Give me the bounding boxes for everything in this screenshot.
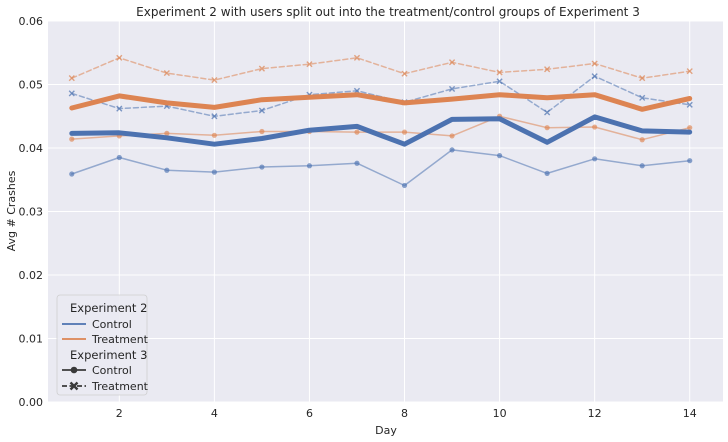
series-treatment-all (69, 92, 693, 112)
y-tick-label: 0.00 (19, 396, 44, 409)
data-point (449, 133, 455, 139)
data-point (544, 170, 550, 176)
data-point (116, 54, 123, 61)
series-line (71, 115, 691, 141)
data-point (259, 164, 265, 170)
data-point (211, 113, 218, 120)
y-tick-label: 0.02 (19, 269, 44, 282)
legend-label-exp2-control: Control (92, 318, 132, 331)
legend-title-exp2: Experiment 2 (70, 301, 147, 315)
x-tick-label: 10 (493, 407, 507, 420)
data-point (544, 109, 551, 116)
data-point (401, 129, 408, 135)
x-tick-label: 6 (306, 407, 313, 420)
data-point (68, 75, 75, 82)
y-tick-label: 0.03 (19, 206, 44, 219)
data-point (496, 69, 503, 76)
y-tick-label: 0.06 (19, 15, 44, 28)
data-point (354, 160, 360, 166)
legend-label-exp3-control: Control (92, 364, 132, 377)
series-control-control (69, 147, 693, 189)
legend-marker-exp3-treatment (69, 381, 79, 391)
data-point (592, 124, 598, 130)
x-tick-labels: 2 4 6 8 10 12 14 (116, 407, 697, 420)
x-tick-label: 2 (116, 407, 123, 420)
data-point (401, 70, 408, 77)
data-point (592, 156, 598, 162)
chart-title: Experiment 2 with users split out into t… (136, 5, 640, 19)
data-point (306, 61, 313, 68)
data-point (258, 107, 266, 114)
data-point (639, 163, 645, 169)
grid (48, 20, 723, 403)
data-point (591, 73, 598, 80)
data-point (449, 147, 455, 153)
data-point (258, 65, 266, 72)
x-tick-label: 8 (401, 407, 408, 420)
legend-title-exp3: Experiment 3 (70, 348, 147, 362)
data-point (68, 90, 75, 97)
y-tick-label: 0.04 (19, 142, 44, 155)
data-point (496, 78, 503, 85)
data-point (211, 76, 218, 84)
series-line (69, 92, 693, 112)
data-point (164, 130, 170, 136)
x-tick-label: 14 (683, 407, 697, 420)
series-lines (68, 54, 693, 189)
data-point (687, 158, 693, 164)
data-point (354, 129, 360, 135)
data-point (116, 105, 123, 112)
data-point (353, 54, 361, 61)
data-point (164, 167, 170, 173)
x-tick-label: 12 (588, 407, 602, 420)
data-point (496, 153, 503, 159)
data-point (448, 59, 456, 66)
data-point (544, 66, 551, 73)
data-point (639, 94, 646, 101)
data-point (211, 169, 217, 175)
data-point (401, 182, 408, 189)
series-line (71, 57, 691, 81)
legend-marker-exp3-control (70, 366, 78, 374)
data-point (686, 68, 693, 75)
legend-label-exp2-treatment: Treatment (91, 333, 149, 346)
data-point (544, 125, 550, 131)
data-point (306, 163, 313, 169)
legend: Experiment 2 Control Treatment Experimen… (56, 294, 149, 396)
series-treatment-treatment (68, 54, 693, 84)
data-point (69, 171, 75, 177)
series-control-all (69, 114, 693, 147)
x-tick-label: 4 (211, 407, 218, 420)
data-point (686, 101, 693, 108)
data-point (639, 137, 645, 143)
data-point (639, 75, 646, 82)
legend-label-exp3-treatment: Treatment (91, 380, 149, 393)
data-point (448, 85, 456, 93)
data-point (687, 125, 693, 131)
data-point (69, 136, 75, 142)
series-line (69, 114, 693, 147)
y-tick-label: 0.01 (19, 333, 44, 346)
data-point (116, 154, 122, 161)
data-point (591, 60, 598, 67)
data-point (163, 69, 170, 77)
y-tick-label: 0.05 (19, 79, 44, 92)
data-point (259, 128, 265, 135)
y-tick-labels: 0.00 0.01 0.02 0.03 0.04 0.05 0.06 (19, 15, 44, 409)
series-line (71, 149, 691, 187)
y-axis-title: Avg # Crashes (5, 170, 18, 251)
x-axis-title: Day (375, 424, 397, 437)
data-point (211, 132, 217, 138)
